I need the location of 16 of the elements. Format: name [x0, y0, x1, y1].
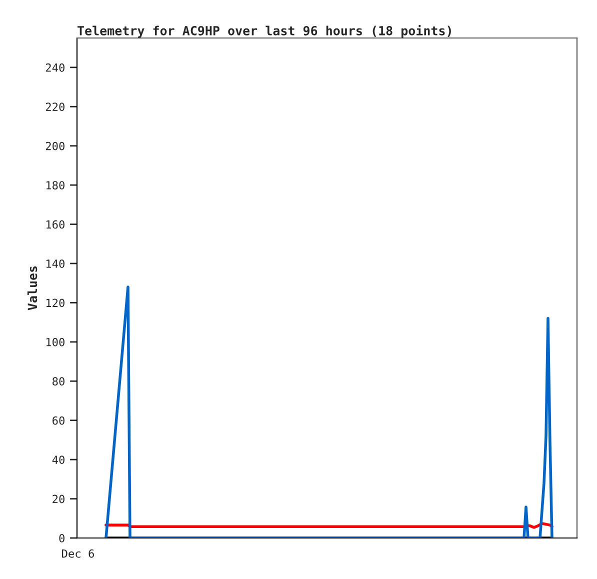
y-tick-label: 140	[46, 259, 64, 268]
y-tick-label: 80	[52, 377, 64, 386]
y-axis-title: Values	[27, 266, 38, 310]
y-tick-label: 180	[46, 181, 64, 190]
y-tick-label: 240	[46, 63, 64, 72]
y-tick-label: 120	[46, 298, 64, 308]
y-tick-label: 200	[46, 142, 64, 150]
y-tick-label: 160	[46, 220, 64, 229]
x-tick-label: Dec 6	[62, 549, 94, 558]
y-tick-label: 100	[46, 338, 64, 346]
chart-title: Telemetry for AC9HP over last 96 hours (18 points)	[78, 25, 451, 38]
y-tick-label: 40	[52, 456, 64, 464]
y-tick-label: 220	[46, 102, 64, 112]
y-tick-label: 20	[52, 494, 64, 504]
y-tick-label: 60	[52, 416, 64, 425]
y-tick-label: 0	[59, 534, 64, 542]
